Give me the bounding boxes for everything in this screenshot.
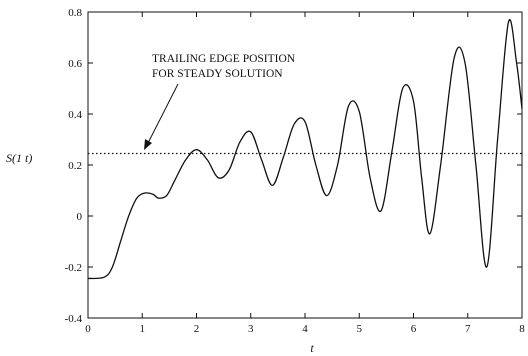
annotation-layer: TRAILING EDGE POSITION FOR STEADY SOLUTI…	[144, 53, 296, 150]
y-tick-label: 0	[77, 211, 83, 223]
y-tick-label: 0.4	[68, 109, 82, 121]
x-tick-label: 3	[248, 323, 254, 335]
annotation-line-1: TRAILING EDGE POSITION	[152, 53, 296, 65]
ticks	[87, 11, 523, 319]
y-tick-label: -0.4	[65, 313, 83, 325]
annotation-arrow-shaft	[146, 83, 179, 146]
x-tick-label: 6	[411, 323, 417, 335]
y-tick-label: 0.6	[68, 58, 82, 70]
y-tick-label: 0.2	[68, 160, 82, 172]
x-tick-label: 7	[465, 323, 471, 335]
y-axis-label: S(1 t)	[6, 151, 32, 165]
x-tick-label: 0	[85, 323, 91, 335]
annotation-arrow-head	[144, 139, 152, 150]
series-layer	[87, 19, 523, 280]
x-axis-label: t	[310, 341, 314, 355]
x-tick-label: 4	[302, 323, 308, 335]
annotation-line-2: FOR STEADY SOLUTION	[152, 68, 283, 80]
series-unsteady-curve	[87, 19, 523, 280]
x-tick-label: 8	[519, 323, 525, 335]
x-tick-label: 2	[194, 323, 200, 335]
tick-labels: 0 1 2 3 4 5 6 7 8 -0.4 -0.2 0 0.2 0.4 0.6 0.8	[65, 7, 526, 335]
x-tick-label: 1	[140, 323, 146, 335]
x-tick-label: 5	[357, 323, 363, 335]
y-tick-label: 0.8	[68, 7, 82, 19]
y-tick-label: -0.2	[65, 262, 82, 274]
